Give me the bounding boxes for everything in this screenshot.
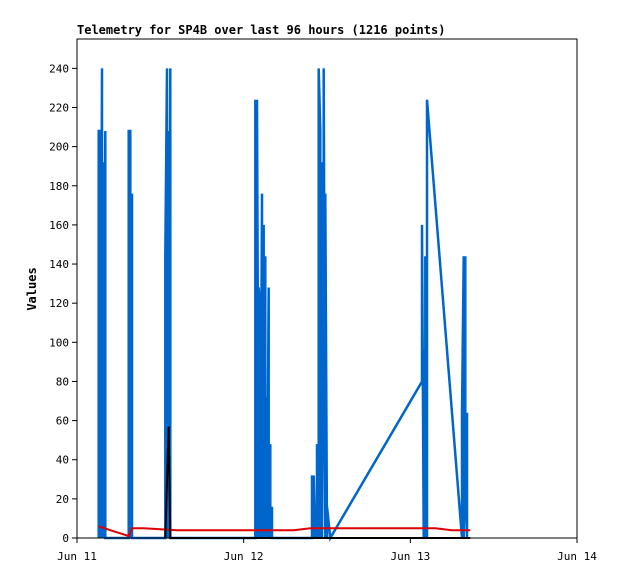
y-tick-label-10: 200 <box>49 141 69 154</box>
axis-layer: 0 20 40 60 80 100 120 140 160 180 200 220 240 Jun 11 J… <box>49 62 597 563</box>
series-line-0 <box>97 68 469 542</box>
y-tick-label-0: 0 <box>62 532 69 545</box>
series-line-1 <box>98 525 471 538</box>
y-tick-label-11: 220 <box>49 101 69 114</box>
y-tick-label-3: 60 <box>56 415 69 428</box>
x-tick-label-3: Jun 14 <box>557 550 597 563</box>
x-tick-label-2: Jun 13 <box>390 550 430 563</box>
x-tick-label-1: Jun 12 <box>224 550 264 563</box>
y-tick-label-4: 80 <box>56 375 69 388</box>
y-tick-label-2: 40 <box>56 454 69 467</box>
chart-title: Telemetry for SP4B over last 96 hours (1… <box>77 23 445 37</box>
y-tick-label-5: 100 <box>49 336 69 349</box>
y-tick-label-1: 20 <box>56 493 69 506</box>
y-tick-label-7: 140 <box>49 258 69 271</box>
y-tick-label-6: 120 <box>49 297 69 310</box>
y-tick-label-8: 160 <box>49 219 69 232</box>
y-tick-label-12: 240 <box>49 62 69 75</box>
y-axis-label: Values <box>25 267 39 310</box>
x-tick-label-0: Jun 11 <box>57 550 97 563</box>
y-tick-label-9: 180 <box>49 180 69 193</box>
plot-frame <box>76 38 578 539</box>
